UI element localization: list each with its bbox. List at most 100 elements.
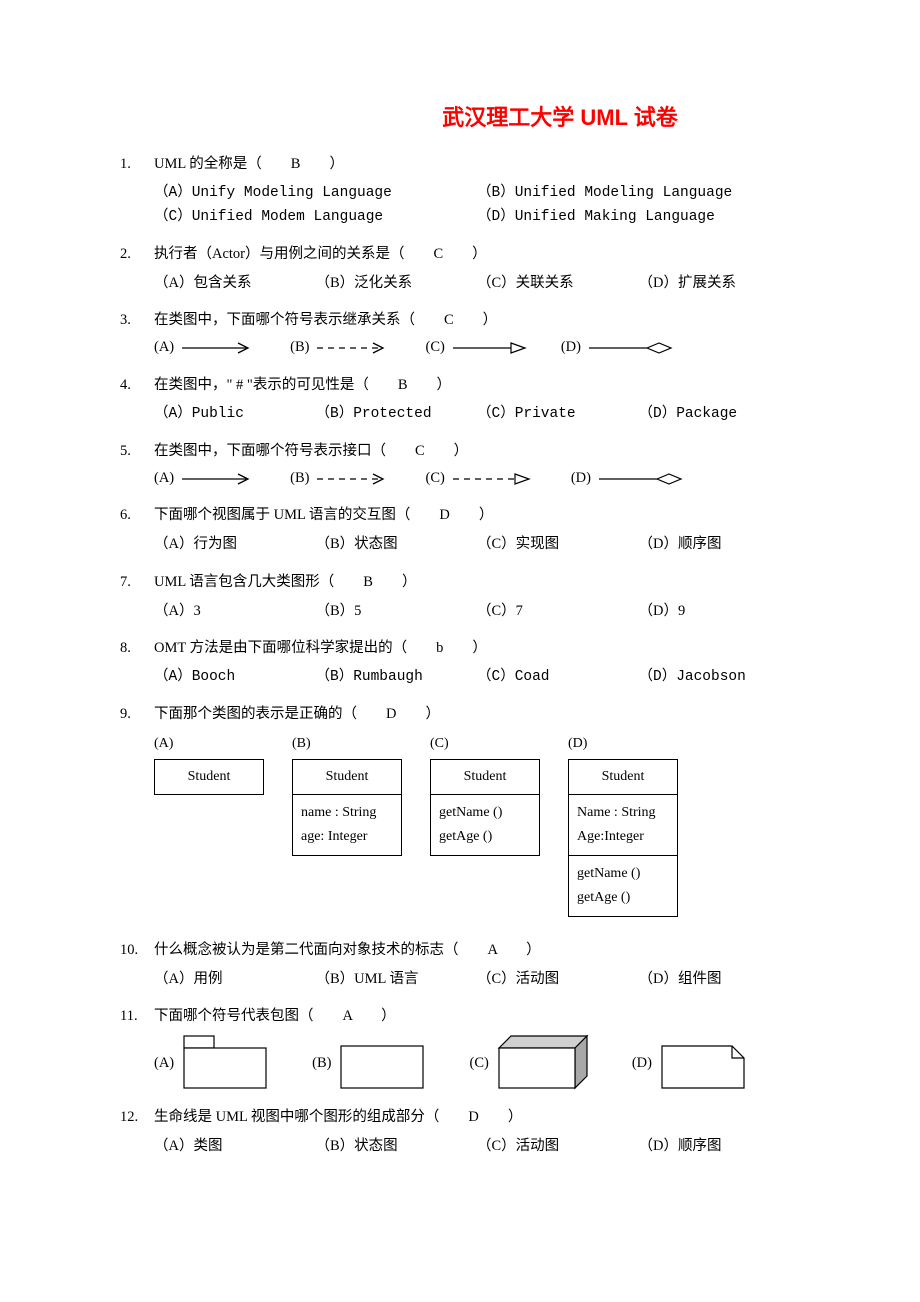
q3-label-d: (D) — [561, 336, 581, 359]
q9-label-a: (A) — [154, 733, 264, 755]
q12-opt-a: （A）类图 — [154, 1135, 316, 1158]
question-11: 11. 下面哪个符号代表包图（ A ） (A) (B) (C) (D) — [120, 1005, 800, 1092]
q6-opt-c: （C）实现图 — [477, 533, 639, 556]
q-text: 生命线是 UML 视图中哪个图形的组成部分（ D ） — [154, 1106, 800, 1129]
q-num: 12. — [120, 1106, 154, 1129]
rectangle-icon — [339, 1034, 429, 1092]
q9-label-b: (B) — [292, 733, 402, 755]
q9-label-c: (C) — [430, 733, 540, 755]
q6-opt-b: （B）状态图 — [316, 533, 478, 556]
arrow-solid-diamond-icon — [597, 472, 687, 486]
q2-opt-a: （A）包含关系 — [154, 272, 316, 295]
question-3: 3. 在类图中，下面哪个符号表示继承关系（ C ） (A) (B) (C) (D… — [120, 309, 800, 359]
q-num: 10. — [120, 939, 154, 962]
class-box-d: Student Name : String Age:Integer getNam… — [568, 759, 678, 917]
q10-opt-d: （D）组件图 — [639, 968, 801, 991]
q-num: 6. — [120, 504, 154, 527]
q7-opt-c: （C）7 — [477, 600, 639, 623]
q5-label-b: (B) — [290, 467, 309, 490]
q-text: 在类图中，下面哪个符号表示继承关系（ C ） — [154, 309, 800, 332]
q-text: 在类图中，下面哪个符号表示接口（ C ） — [154, 440, 800, 463]
question-2: 2. 执行者（Actor）与用例之间的关系是（ C ） （A）包含关系 （B）泛… — [120, 243, 800, 295]
q10-opt-a: （A）用例 — [154, 968, 316, 991]
q11-label-b: (B) — [312, 1034, 331, 1075]
arrow-solid-diamond-icon — [587, 341, 677, 355]
q10-opt-b: （B）UML 语言 — [316, 968, 478, 991]
question-12: 12. 生命线是 UML 视图中哪个图形的组成部分（ D ） （A）类图 （B）… — [120, 1106, 800, 1158]
class-box-a: Student — [154, 759, 264, 795]
arrow-dashed-open-icon — [315, 472, 395, 486]
class-box-attr: name : String — [301, 801, 393, 825]
class-box-c: Student getName () getAge () — [430, 759, 540, 856]
q-num: 7. — [120, 571, 154, 594]
q3-label-b: (B) — [290, 336, 309, 359]
q1-opt-d: （D）Unified Making Language — [477, 206, 800, 229]
q-text: OMT 方法是由下面哪位科学家提出的（ b ） — [154, 637, 800, 660]
q4-opt-b: （B）Protected — [316, 403, 478, 426]
q-text: 下面哪个符号代表包图（ A ） — [154, 1005, 800, 1028]
q12-opt-b: （B）状态图 — [316, 1135, 478, 1158]
q-text: 下面哪个视图属于 UML 语言的交互图（ D ） — [154, 504, 800, 527]
q-num: 5. — [120, 440, 154, 463]
q12-opt-c: （C）活动图 — [477, 1135, 639, 1158]
arrow-solid-open-icon — [180, 341, 260, 355]
arrow-solid-triangle-icon — [451, 341, 531, 355]
q-text: 下面那个类图的表示是正确的（ D ） — [154, 703, 800, 726]
q-num: 8. — [120, 637, 154, 660]
q8-opt-b: （B）Rumbaugh — [316, 666, 478, 689]
q11-label-a: (A) — [154, 1034, 174, 1075]
q5-label-c: (C) — [425, 467, 444, 490]
q1-opt-a: （A）Unify Modeling Language — [154, 182, 477, 205]
package-icon — [182, 1034, 272, 1092]
question-7: 7. UML 语言包含几大类图形（ B ） （A）3 （B）5 （C）7 （D）… — [120, 571, 800, 623]
question-4: 4. 在类图中，" # "表示的可见性是（ B ） （A）Public （B）P… — [120, 374, 800, 426]
arrow-dashed-triangle-icon — [451, 472, 541, 486]
q2-opt-b: （B）泛化关系 — [316, 272, 478, 295]
q1-opt-b: （B）Unified Modeling Language — [477, 182, 800, 205]
arrow-dashed-open-icon — [315, 341, 395, 355]
q-num: 9. — [120, 703, 154, 726]
q-text: 执行者（Actor）与用例之间的关系是（ C ） — [154, 243, 800, 266]
q8-opt-a: （A）Booch — [154, 666, 316, 689]
note-icon — [660, 1034, 750, 1092]
q-num: 2. — [120, 243, 154, 266]
q3-label-a: (A) — [154, 336, 174, 359]
class-box-attr: Age:Integer — [577, 825, 669, 849]
q7-opt-d: （D）9 — [639, 600, 801, 623]
q5-label-d: (D) — [571, 467, 591, 490]
q-num: 3. — [120, 309, 154, 332]
class-box-title: Student — [569, 760, 677, 794]
q6-opt-d: （D）顺序图 — [639, 533, 801, 556]
q4-opt-c: （C）Private — [477, 403, 639, 426]
q6-opt-a: （A）行为图 — [154, 533, 316, 556]
q7-opt-b: （B）5 — [316, 600, 478, 623]
class-box-title: Student — [431, 760, 539, 794]
class-box-title: Student — [155, 760, 263, 794]
q-num: 11. — [120, 1005, 154, 1028]
class-box-method: getName () — [439, 801, 531, 825]
q5-label-a: (A) — [154, 467, 174, 490]
q-num: 4. — [120, 374, 154, 397]
q-num: 1. — [120, 153, 154, 176]
q-text: 在类图中，" # "表示的可见性是（ B ） — [154, 374, 800, 397]
question-1: 1. UML 的全称是（ B ） （A）Unify Modeling Langu… — [120, 153, 800, 229]
class-box-title: Student — [293, 760, 401, 794]
page-title: 武汉理工大学 UML 试卷 — [320, 100, 800, 135]
question-9: 9. 下面那个类图的表示是正确的（ D ） (A) Student (B) St… — [120, 703, 800, 916]
question-10: 10. 什么概念被认为是第二代面向对象技术的标志（ A ） （A）用例 （B）U… — [120, 939, 800, 991]
q-text: UML 的全称是（ B ） — [154, 153, 800, 176]
q8-opt-c: （C）Coad — [477, 666, 639, 689]
q8-opt-d: （D）Jacobson — [639, 666, 801, 689]
class-box-b: Student name : String age: Integer — [292, 759, 402, 856]
q2-opt-c: （C）关联关系 — [477, 272, 639, 295]
question-5: 5. 在类图中，下面哪个符号表示接口（ C ） (A) (B) (C) (D) — [120, 440, 800, 490]
question-6: 6. 下面哪个视图属于 UML 语言的交互图（ D ） （A）行为图 （B）状态… — [120, 504, 800, 556]
q2-opt-d: （D）扩展关系 — [639, 272, 801, 295]
cube-icon — [497, 1034, 592, 1092]
q10-opt-c: （C）活动图 — [477, 968, 639, 991]
q-text: UML 语言包含几大类图形（ B ） — [154, 571, 800, 594]
q4-opt-a: （A）Public — [154, 403, 316, 426]
q1-opt-c: （C）Unified Modem Language — [154, 206, 477, 229]
arrow-solid-open-icon — [180, 472, 260, 486]
q12-opt-d: （D）顺序图 — [639, 1135, 801, 1158]
